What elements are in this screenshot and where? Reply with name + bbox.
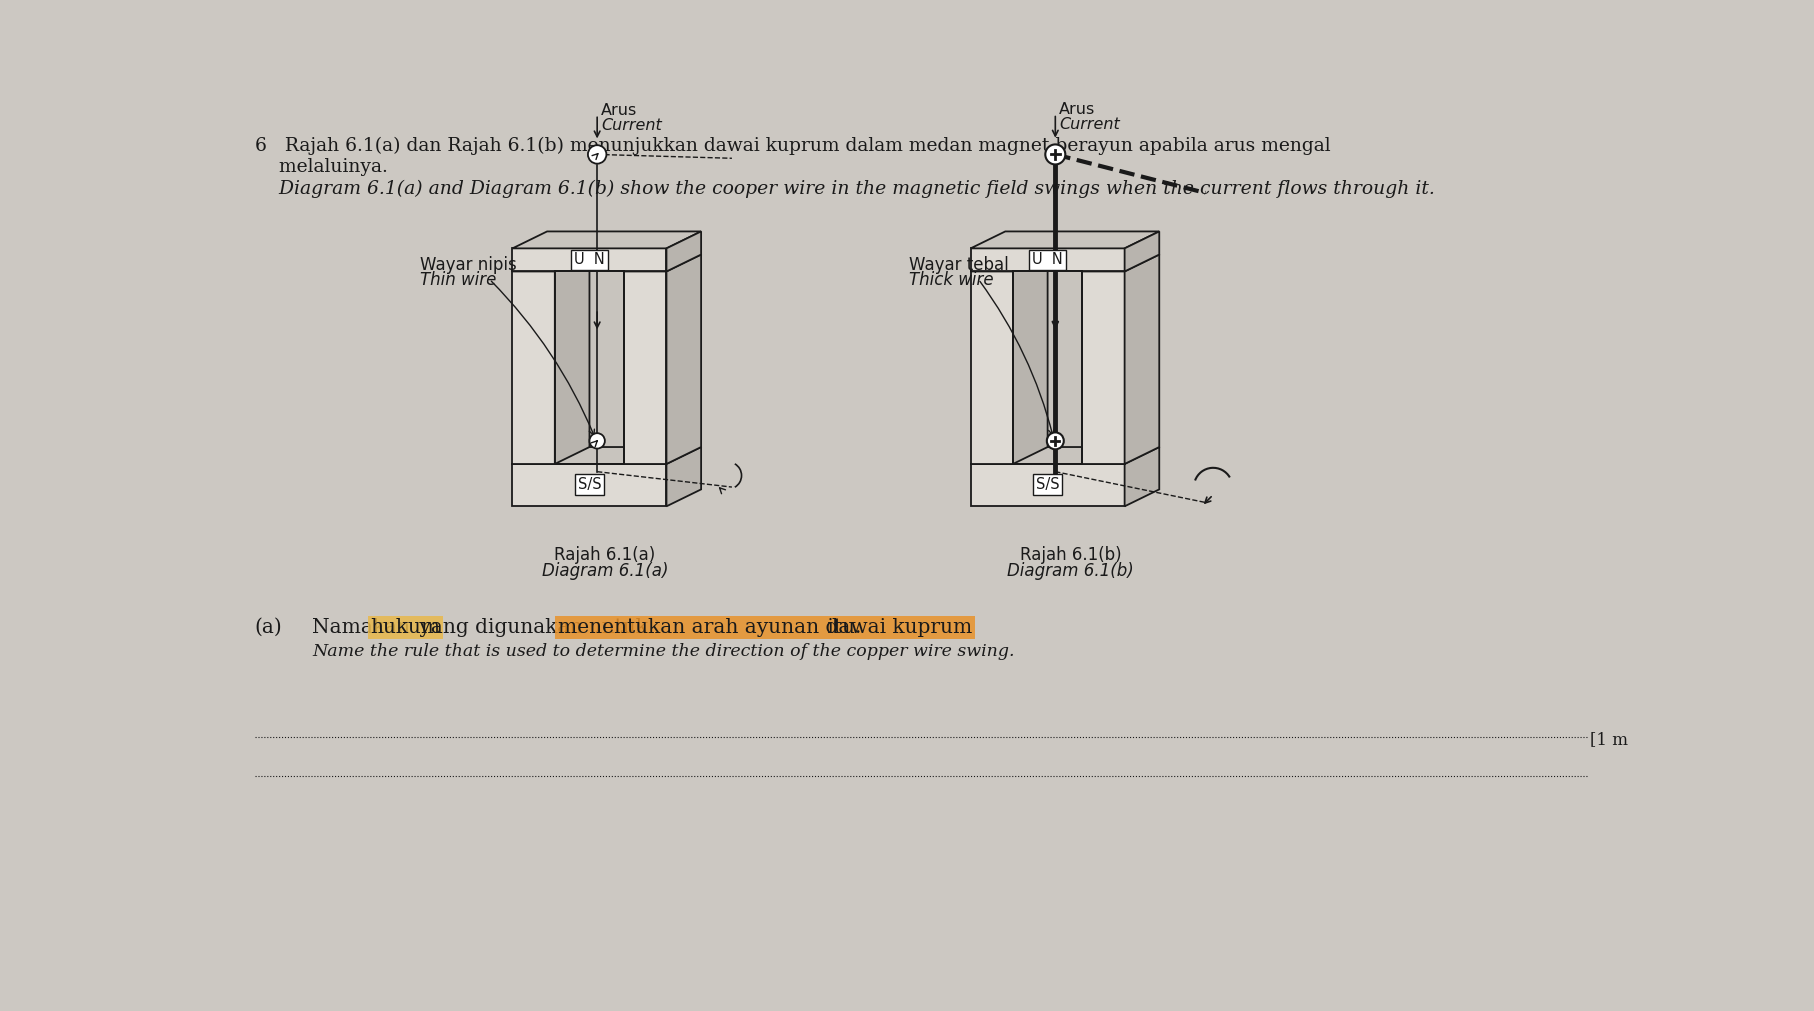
Text: Name the rule that is used to determine the direction of the copper wire swing.: Name the rule that is used to determine … bbox=[312, 643, 1014, 659]
Polygon shape bbox=[512, 249, 666, 272]
Text: U  N: U N bbox=[573, 253, 604, 268]
Polygon shape bbox=[624, 272, 666, 464]
Polygon shape bbox=[512, 232, 700, 249]
Polygon shape bbox=[1125, 447, 1159, 507]
Polygon shape bbox=[970, 232, 1159, 249]
Text: U  N: U N bbox=[1032, 253, 1063, 268]
Polygon shape bbox=[624, 255, 700, 272]
Text: S/S: S/S bbox=[1036, 477, 1059, 492]
Text: itu.: itu. bbox=[820, 618, 862, 637]
Text: (a): (a) bbox=[254, 618, 283, 637]
Text: Arus: Arus bbox=[600, 103, 637, 118]
Polygon shape bbox=[666, 232, 700, 272]
Polygon shape bbox=[1081, 272, 1125, 464]
Text: Thin wire: Thin wire bbox=[419, 272, 497, 289]
Polygon shape bbox=[555, 255, 590, 464]
Text: Namakan: Namakan bbox=[312, 618, 417, 637]
Polygon shape bbox=[970, 272, 1012, 464]
Text: Rajah 6.1(a): Rajah 6.1(a) bbox=[553, 546, 655, 564]
Text: hukum: hukum bbox=[370, 618, 439, 637]
Text: Current: Current bbox=[1059, 117, 1119, 132]
Text: Current: Current bbox=[600, 118, 662, 133]
Text: yang digunakan untuk: yang digunakan untuk bbox=[414, 618, 655, 637]
Polygon shape bbox=[512, 272, 555, 464]
Text: Wayar nipis: Wayar nipis bbox=[419, 256, 517, 274]
Text: melaluinya.: melaluinya. bbox=[254, 159, 386, 176]
Circle shape bbox=[588, 146, 606, 164]
Circle shape bbox=[1047, 433, 1063, 449]
Text: Diagram 6.1(a) and Diagram 6.1(b) show the cooper wire in the magnetic field swi: Diagram 6.1(a) and Diagram 6.1(b) show t… bbox=[254, 180, 1433, 198]
Text: S/S: S/S bbox=[577, 477, 600, 492]
Polygon shape bbox=[970, 255, 1047, 272]
Polygon shape bbox=[512, 447, 700, 464]
Polygon shape bbox=[555, 272, 624, 464]
Text: Diagram 6.1(a): Diagram 6.1(a) bbox=[541, 562, 668, 579]
Polygon shape bbox=[970, 447, 1159, 464]
Text: [1 m: [1 m bbox=[1589, 731, 1627, 748]
Polygon shape bbox=[1012, 255, 1047, 464]
Polygon shape bbox=[1125, 232, 1159, 272]
Circle shape bbox=[590, 433, 604, 449]
Text: Wayar tebal: Wayar tebal bbox=[909, 256, 1009, 274]
Polygon shape bbox=[1012, 272, 1081, 464]
Circle shape bbox=[1045, 145, 1065, 165]
Text: menentukan arah ayunan dawai kuprum: menentukan arah ayunan dawai kuprum bbox=[557, 618, 972, 637]
Polygon shape bbox=[970, 464, 1125, 507]
Polygon shape bbox=[512, 464, 666, 507]
Polygon shape bbox=[666, 447, 700, 507]
Polygon shape bbox=[512, 255, 590, 272]
Text: 6   Rajah 6.1(a) dan Rajah 6.1(b) menunjukkan dawai kuprum dalam medan magnet be: 6 Rajah 6.1(a) dan Rajah 6.1(b) menunjuk… bbox=[254, 136, 1330, 155]
Polygon shape bbox=[1125, 255, 1159, 464]
Text: Arus: Arus bbox=[1059, 102, 1096, 117]
Text: Diagram 6.1(b): Diagram 6.1(b) bbox=[1007, 562, 1134, 579]
Polygon shape bbox=[1081, 255, 1159, 272]
Polygon shape bbox=[666, 255, 700, 464]
Text: Rajah 6.1(b): Rajah 6.1(b) bbox=[1019, 546, 1121, 564]
Text: Thick wire: Thick wire bbox=[909, 272, 992, 289]
Polygon shape bbox=[970, 249, 1125, 272]
